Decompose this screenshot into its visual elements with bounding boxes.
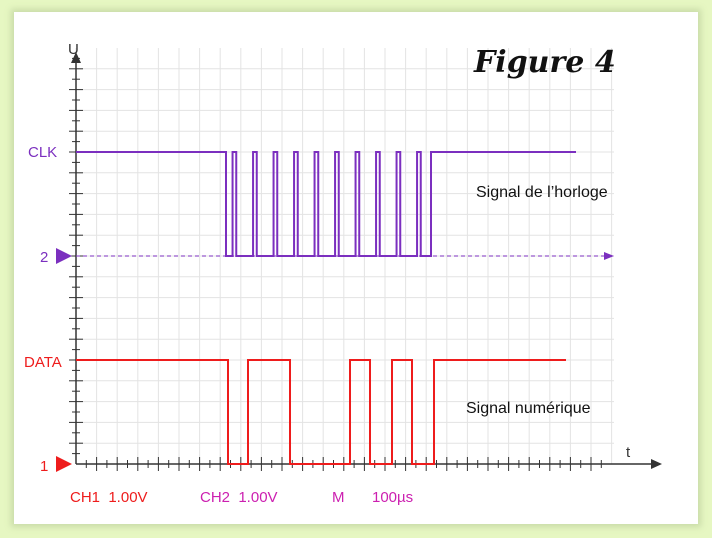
data-description: Signal numérique <box>466 400 591 417</box>
data-label: DATA <box>24 354 62 371</box>
x-axis-arrow <box>651 459 662 469</box>
clk-reference-arrow <box>604 252 614 260</box>
figure-title: Figure 4 <box>473 45 616 80</box>
data-signal-trace <box>76 359 566 465</box>
data-marker-label: 1 <box>40 458 48 475</box>
y-axis-label: U <box>68 41 79 58</box>
clk-marker-arrow <box>56 248 72 264</box>
y-axis-arrow <box>71 52 81 63</box>
data-marker-arrow <box>56 456 72 472</box>
timebase-readout: 100µs <box>372 489 413 506</box>
clk-signal-trace <box>76 151 576 257</box>
oscilloscope-screen: U t Figure 4 CLK 2 Signal de l’horloge D… <box>24 41 662 506</box>
x-axis-label: t <box>626 444 631 461</box>
clk-marker-label: 2 <box>40 249 48 266</box>
clk-label: CLK <box>28 144 57 161</box>
oscilloscope-figure: U t Figure 4 CLK 2 Signal de l’horloge D… <box>14 12 698 524</box>
mode-readout: M <box>332 489 345 506</box>
ch1-readout: CH1 1.00V <box>70 489 148 506</box>
ch2-readout: CH2 1.00V <box>200 489 278 506</box>
clk-description: Signal de l’horloge <box>476 184 608 201</box>
